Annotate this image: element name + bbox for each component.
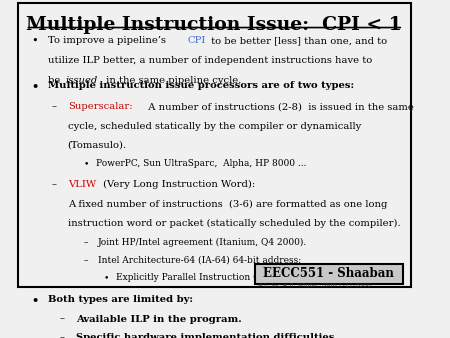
Text: •: • [32, 81, 39, 92]
Text: Both types are limited by:: Both types are limited by: [48, 295, 193, 304]
Text: VLIW: VLIW [68, 180, 96, 189]
Text: To improve a pipeline’s: To improve a pipeline’s [48, 36, 169, 45]
FancyBboxPatch shape [18, 3, 411, 287]
Text: –: – [84, 238, 88, 247]
Text: instruction word or packet (statically scheduled by the compiler).: instruction word or packet (statically s… [68, 219, 400, 228]
Text: cycle, scheduled statically by the compiler or dynamically: cycle, scheduled statically by the compi… [68, 122, 361, 131]
Text: (Tomasulo).: (Tomasulo). [68, 141, 127, 150]
Text: A number of instructions (2-8)  is issued in the same: A number of instructions (2-8) is issued… [142, 102, 414, 111]
Text: –: – [60, 315, 65, 323]
Text: CPI: CPI [187, 36, 206, 45]
Text: PowerPC, Sun UltraSparc,  Alpha, HP 8000 ...: PowerPC, Sun UltraSparc, Alpha, HP 8000 … [96, 160, 306, 168]
Text: Explicitly Parallel Instruction Computer  (EPIC).: Explicitly Parallel Instruction Computer… [116, 273, 338, 282]
Text: •: • [104, 273, 109, 282]
Text: –: – [52, 180, 57, 189]
Text: •: • [32, 36, 38, 46]
Text: (Very Long Instruction Word):: (Very Long Instruction Word): [100, 180, 255, 190]
Text: –: – [84, 256, 88, 265]
Text: A fixed number of instructions  (3-6) are formatted as one long: A fixed number of instructions (3-6) are… [68, 200, 387, 209]
Text: be: be [48, 76, 63, 85]
Text: Multiple Instruction Issue:  CPI < 1: Multiple Instruction Issue: CPI < 1 [27, 16, 402, 34]
Text: issued: issued [66, 76, 98, 85]
Text: –: – [52, 102, 57, 111]
FancyBboxPatch shape [255, 264, 403, 284]
Text: in the same pipeline cycle.: in the same pipeline cycle. [103, 76, 241, 85]
Text: EECC551 - Shaaban: EECC551 - Shaaban [263, 267, 394, 280]
Text: utilize ILP better, a number of independent instructions have to: utilize ILP better, a number of independ… [48, 56, 372, 65]
Text: Intel Architecture-64 (IA-64) 64-bit address:: Intel Architecture-64 (IA-64) 64-bit add… [98, 256, 301, 265]
Text: Superscalar:: Superscalar: [68, 102, 132, 111]
Text: Joint HP/Intel agreement (Itanium, Q4 2000).: Joint HP/Intel agreement (Itanium, Q4 20… [98, 238, 307, 247]
Text: #1  lec # 8  Winter 2000 1-11-2000: #1 lec # 8 Winter 2000 1-11-2000 [258, 283, 371, 288]
Text: •: • [84, 160, 89, 168]
Text: Multiple instruction issue processors are of two types:: Multiple instruction issue processors ar… [48, 81, 354, 90]
Text: Available ILP in the program.: Available ILP in the program. [76, 315, 242, 323]
Text: to be better [less] than one, and to: to be better [less] than one, and to [208, 36, 387, 45]
Text: Specific hardware implementation difficulties.: Specific hardware implementation difficu… [76, 334, 338, 338]
Text: •: • [32, 295, 39, 306]
Text: –: – [60, 334, 65, 338]
